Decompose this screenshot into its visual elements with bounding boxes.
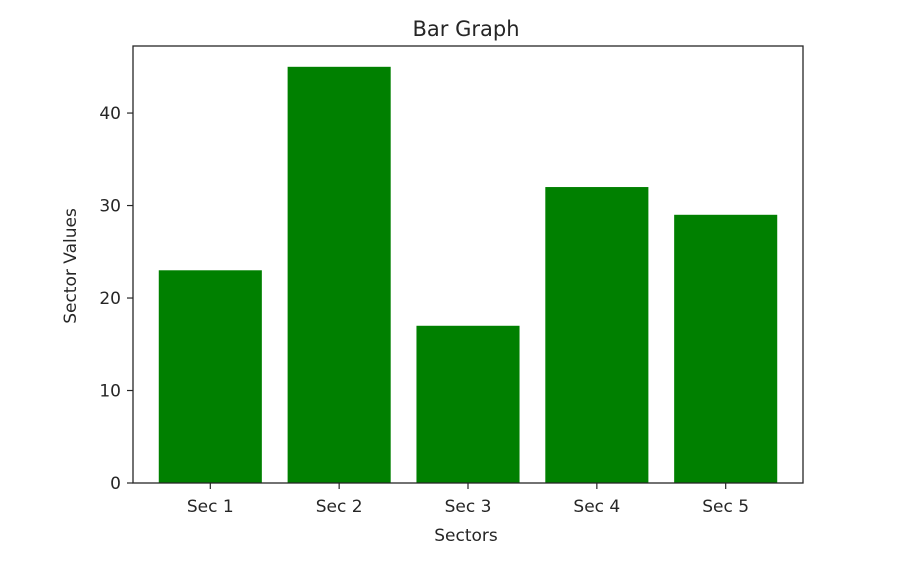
y-axis-ticks: 0 10 20 30 40 <box>99 104 133 494</box>
y-tick-label-10: 10 <box>99 382 121 402</box>
y-axis-label: Sector Values <box>61 208 81 324</box>
x-tick-label-1: Sec 1 <box>187 497 234 517</box>
bars-layer <box>158 66 778 484</box>
bar-5 <box>674 214 778 483</box>
bar-4 <box>545 187 649 483</box>
bar-2 <box>287 66 391 484</box>
chart-title: Bar Graph <box>413 17 520 41</box>
bar-3 <box>416 325 520 483</box>
x-tick-label-4: Sec 4 <box>573 497 620 517</box>
x-axis-label: Sectors <box>434 526 498 546</box>
x-axis-ticks: Sec 1 Sec 2 Sec 3 Sec 4 Sec 5 <box>187 483 749 517</box>
x-tick-label-3: Sec 3 <box>445 497 492 517</box>
y-tick-label-30: 30 <box>99 197 121 217</box>
x-tick-label-5: Sec 5 <box>702 497 749 517</box>
x-tick-label-2: Sec 2 <box>316 497 363 517</box>
y-tick-label-0: 0 <box>110 474 121 494</box>
plot-frame <box>132 45 804 484</box>
bar-1 <box>158 270 262 483</box>
y-tick-label-40: 40 <box>99 104 121 124</box>
y-tick-label-20: 20 <box>99 289 121 309</box>
